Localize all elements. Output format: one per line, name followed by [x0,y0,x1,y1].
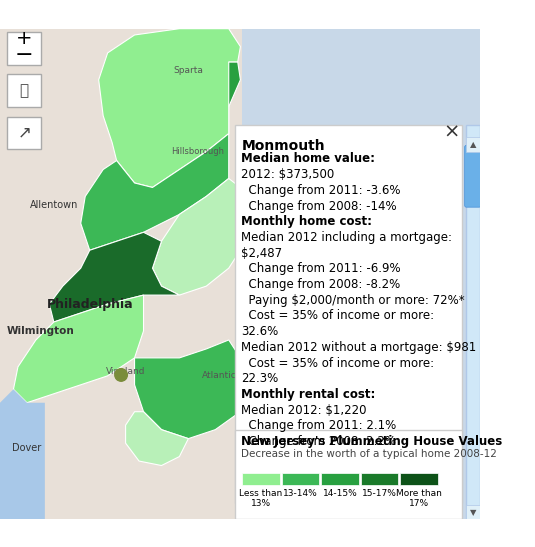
FancyBboxPatch shape [7,32,41,65]
Text: Paying $2,000/month or more: 72%*: Paying $2,000/month or more: 72%* [241,294,465,307]
Text: Monthly home cost:: Monthly home cost: [241,216,372,228]
Bar [361,473,398,485]
Text: ×: × [443,123,460,141]
FancyBboxPatch shape [465,505,480,519]
FancyBboxPatch shape [465,137,480,152]
Text: Atlantic: Atlantic [202,371,237,380]
Polygon shape [126,412,188,465]
Text: Median 2012 without a mortgage: $981: Median 2012 without a mortgage: $981 [241,341,477,354]
Text: ↗: ↗ [17,124,31,142]
Text: 13-14%: 13-14% [283,489,318,498]
Text: Decrease in the worth of a typical home 2008-12: Decrease in the worth of a typical home … [241,450,497,459]
Text: ▼: ▼ [470,508,476,517]
FancyBboxPatch shape [465,125,480,519]
Text: Change from 2011: 2.1%: Change from 2011: 2.1% [241,420,396,432]
FancyBboxPatch shape [0,28,480,519]
Circle shape [115,369,127,381]
Polygon shape [118,375,125,382]
Polygon shape [135,340,240,439]
FancyBboxPatch shape [235,429,462,519]
FancyBboxPatch shape [235,125,462,503]
Text: Median 2012: $1,220: Median 2012: $1,220 [241,404,367,417]
Text: Vineland: Vineland [106,367,146,376]
Polygon shape [49,232,179,322]
Bar [321,473,359,485]
Text: $2,487: $2,487 [241,247,282,260]
Polygon shape [81,133,229,250]
FancyBboxPatch shape [7,117,41,149]
Text: Less than
13%: Less than 13% [239,489,282,508]
Text: 15-17%: 15-17% [362,489,397,498]
Polygon shape [240,125,480,519]
Text: Change from 2011: -6.9%: Change from 2011: -6.9% [241,263,401,275]
Bar [400,473,438,485]
FancyBboxPatch shape [0,28,242,519]
Text: Change from 2011: -3.6%: Change from 2011: -3.6% [241,184,401,197]
Text: 14-15%: 14-15% [323,489,357,498]
Text: Wilmington: Wilmington [6,326,74,336]
Polygon shape [0,389,45,519]
Polygon shape [179,62,240,107]
Text: Cost = 35% of income or more:: Cost = 35% of income or more: [241,357,434,370]
Text: Allentown: Allentown [29,200,78,211]
Text: Change from 2008: -14%: Change from 2008: -14% [241,200,397,213]
Text: 32.6%: 32.6% [241,325,279,338]
Text: Philadelphia: Philadelphia [47,298,133,311]
Text: Monmouth: Monmouth [241,139,325,153]
Polygon shape [98,28,240,188]
Text: −: − [15,45,34,65]
Text: Dover: Dover [12,443,42,452]
Text: Change from 2008: -8.2%: Change from 2008: -8.2% [241,278,401,291]
Bar [242,473,280,485]
Text: Change from 2008: 2.2%: Change from 2008: 2.2% [241,435,396,448]
Text: More than
17%: More than 17% [396,489,442,508]
Text: 22.3%: 22.3% [241,373,279,385]
Text: Median 2012 including a mortgage:: Median 2012 including a mortgage: [241,231,452,244]
Polygon shape [13,295,143,403]
Text: Cost = 35% of income or more:: Cost = 35% of income or more: [241,310,434,322]
Text: +: + [16,29,33,48]
FancyBboxPatch shape [465,146,481,207]
Text: Sparta: Sparta [173,66,203,75]
Text: New Jersey's Plummeting House Values: New Jersey's Plummeting House Values [241,435,502,448]
Polygon shape [117,89,229,188]
Text: 🔍: 🔍 [20,83,29,98]
Text: Median home value:: Median home value: [241,153,375,166]
Text: 2012: $373,500: 2012: $373,500 [241,168,334,181]
Text: Hillsborough: Hillsborough [171,147,224,156]
Bar [281,473,319,485]
Polygon shape [152,178,240,295]
Text: Monthly rental cost:: Monthly rental cost: [241,388,376,401]
FancyBboxPatch shape [7,74,41,107]
Text: ▲: ▲ [470,140,476,149]
